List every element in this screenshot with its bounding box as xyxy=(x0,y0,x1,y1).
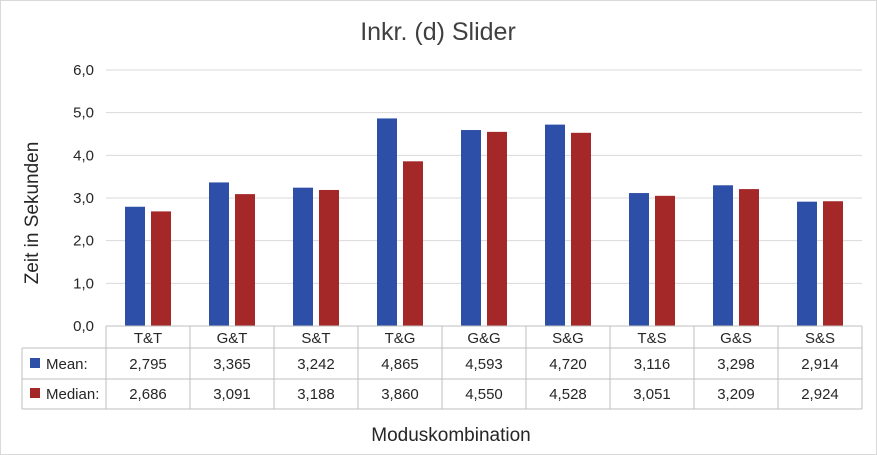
category-label: S&T xyxy=(301,330,330,347)
bar-mean xyxy=(461,130,481,326)
category-label: T&G xyxy=(385,330,416,347)
bar-mean xyxy=(293,187,313,326)
bar-median xyxy=(823,201,843,326)
data-label: 4,550 xyxy=(465,386,503,403)
data-label: 3,365 xyxy=(213,356,251,373)
y-tick-label: 1,0 xyxy=(73,275,94,292)
legend-key-median xyxy=(30,388,40,398)
category-label: S&G xyxy=(552,330,584,347)
category-label: T&S xyxy=(637,330,666,347)
data-label: 3,188 xyxy=(297,386,335,403)
y-tick-label: 3,0 xyxy=(73,190,94,207)
y-tick-label: 2,0 xyxy=(73,233,94,250)
bar-mean xyxy=(713,185,733,326)
bar-median xyxy=(571,132,591,326)
data-label: 3,860 xyxy=(381,386,419,403)
bar-median xyxy=(487,131,507,326)
data-label: 2,686 xyxy=(129,386,167,403)
series-name: Median: xyxy=(46,386,99,403)
data-label: 4,593 xyxy=(465,356,503,373)
data-label: 3,051 xyxy=(633,386,671,403)
series-name: Mean: xyxy=(46,356,88,373)
bar-mean xyxy=(209,182,229,326)
x-axis-title: Moduskombination xyxy=(371,425,530,446)
data-label: 3,091 xyxy=(213,386,251,403)
bar-mean xyxy=(629,193,649,326)
bar-median xyxy=(319,189,339,326)
data-label: 2,924 xyxy=(801,386,839,403)
category-label: G&S xyxy=(720,330,752,347)
data-label: 4,528 xyxy=(549,386,587,403)
y-tick-label: 5,0 xyxy=(73,105,94,122)
bar-mean xyxy=(125,206,145,326)
bar-mean xyxy=(377,118,397,326)
bar-median xyxy=(655,195,675,326)
data-label: 3,209 xyxy=(717,386,755,403)
bar-mean xyxy=(797,201,817,326)
gridlines xyxy=(106,69,862,284)
category-label: T&T xyxy=(134,330,162,347)
data-label: 3,298 xyxy=(717,356,755,373)
y-axis-title: Zeit in Sekunden xyxy=(22,142,43,285)
data-label: 4,720 xyxy=(549,356,587,373)
data-label: 3,242 xyxy=(297,356,335,373)
bar-median xyxy=(403,161,423,326)
data-label: 2,914 xyxy=(801,356,839,373)
bar-median xyxy=(151,211,171,326)
bars xyxy=(125,118,843,326)
bar-median xyxy=(739,189,759,326)
legend-key-mean xyxy=(30,358,40,368)
y-axis-ticks: 0,0 1,0 2,0 3,0 4,0 5,0 6,0 xyxy=(73,62,94,335)
y-tick-label: 4,0 xyxy=(73,147,94,164)
data-label: 3,116 xyxy=(634,356,670,373)
category-label: G&T xyxy=(217,330,248,347)
y-tick-label: 0,0 xyxy=(73,318,94,335)
data-label: 4,865 xyxy=(381,356,419,373)
category-label: G&G xyxy=(467,330,500,347)
category-label: S&S xyxy=(805,330,835,347)
data-table: T&T G&T S&T T&G G&G S&G T&S G&S S&S Mean: 2,795 3,3… xyxy=(21,325,863,410)
chart-title: Inkr. (d) Slider xyxy=(360,18,516,46)
y-tick-label: 6,0 xyxy=(73,62,94,79)
bar-mean xyxy=(545,124,565,326)
bar-median xyxy=(235,194,255,326)
data-label: 2,795 xyxy=(129,356,167,373)
